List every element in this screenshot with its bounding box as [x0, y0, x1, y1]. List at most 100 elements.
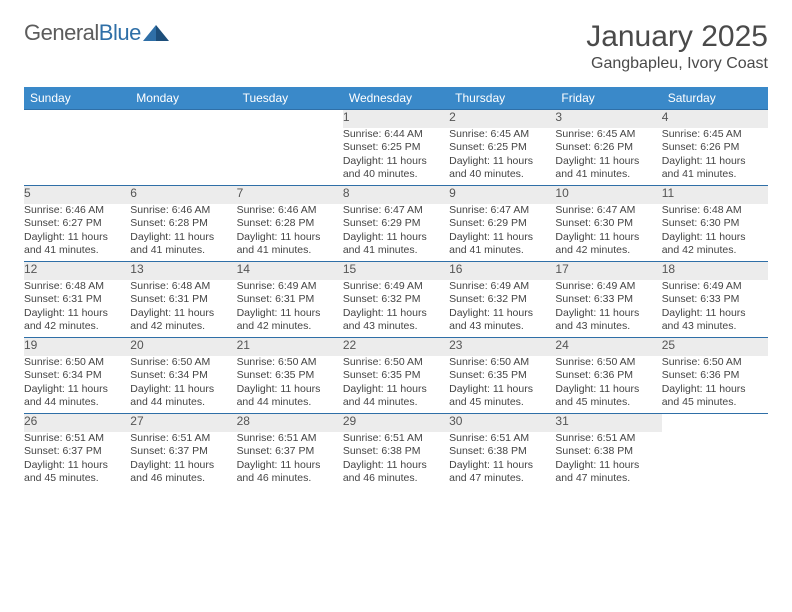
day-ss: Sunset: 6:34 PM [130, 369, 236, 383]
day-number-cell: 29 [343, 414, 449, 432]
day-number-cell [130, 110, 236, 128]
day-dl1: Daylight: 11 hours [343, 231, 449, 245]
location: Gangbapleu, Ivory Coast [586, 55, 768, 73]
day-dl2: and 46 minutes. [130, 472, 236, 486]
day-number-cell [662, 414, 768, 432]
weekday-header: Saturday [662, 87, 768, 110]
day-detail-cell: Sunrise: 6:46 AMSunset: 6:28 PMDaylight:… [130, 204, 236, 262]
day-ss: Sunset: 6:31 PM [24, 293, 130, 307]
logo-text: GeneralBlue [24, 20, 141, 46]
day-sr: Sunrise: 6:44 AM [343, 128, 449, 142]
month-title: January 2025 [586, 20, 768, 53]
day-detail-cell [130, 128, 236, 186]
day-sr: Sunrise: 6:50 AM [237, 356, 343, 370]
day-number-cell: 25 [662, 338, 768, 356]
day-dl1: Daylight: 11 hours [449, 383, 555, 397]
day-dl2: and 47 minutes. [555, 472, 661, 486]
day-detail-cell: Sunrise: 6:51 AMSunset: 6:37 PMDaylight:… [237, 432, 343, 490]
day-sr: Sunrise: 6:48 AM [130, 280, 236, 294]
day-dl1: Daylight: 11 hours [237, 231, 343, 245]
day-dl1: Daylight: 11 hours [130, 231, 236, 245]
day-dl2: and 41 minutes. [555, 168, 661, 182]
day-number-cell: 18 [662, 262, 768, 280]
day-detail-cell: Sunrise: 6:48 AMSunset: 6:30 PMDaylight:… [662, 204, 768, 262]
day-dl2: and 40 minutes. [343, 168, 449, 182]
day-number-row: 262728293031 [24, 414, 768, 432]
day-dl2: and 41 minutes. [662, 168, 768, 182]
day-ss: Sunset: 6:26 PM [662, 141, 768, 155]
day-sr: Sunrise: 6:50 AM [130, 356, 236, 370]
day-dl1: Daylight: 11 hours [449, 459, 555, 473]
day-number-cell: 22 [343, 338, 449, 356]
day-detail-cell: Sunrise: 6:50 AMSunset: 6:36 PMDaylight:… [555, 356, 661, 414]
day-detail-cell: Sunrise: 6:48 AMSunset: 6:31 PMDaylight:… [130, 280, 236, 338]
day-sr: Sunrise: 6:49 AM [555, 280, 661, 294]
day-ss: Sunset: 6:38 PM [343, 445, 449, 459]
day-dl2: and 44 minutes. [237, 396, 343, 410]
day-number-cell: 17 [555, 262, 661, 280]
day-dl1: Daylight: 11 hours [662, 231, 768, 245]
day-dl2: and 45 minutes. [24, 472, 130, 486]
day-dl2: and 42 minutes. [555, 244, 661, 258]
day-sr: Sunrise: 6:49 AM [449, 280, 555, 294]
day-number-cell: 4 [662, 110, 768, 128]
day-sr: Sunrise: 6:51 AM [343, 432, 449, 446]
day-dl2: and 41 minutes. [24, 244, 130, 258]
day-dl1: Daylight: 11 hours [237, 459, 343, 473]
day-sr: Sunrise: 6:47 AM [449, 204, 555, 218]
day-sr: Sunrise: 6:50 AM [343, 356, 449, 370]
day-dl1: Daylight: 11 hours [555, 231, 661, 245]
weekday-header: Thursday [449, 87, 555, 110]
day-sr: Sunrise: 6:45 AM [555, 128, 661, 142]
day-detail-cell: Sunrise: 6:48 AMSunset: 6:31 PMDaylight:… [24, 280, 130, 338]
day-detail-cell: Sunrise: 6:51 AMSunset: 6:38 PMDaylight:… [343, 432, 449, 490]
day-sr: Sunrise: 6:47 AM [343, 204, 449, 218]
day-sr: Sunrise: 6:47 AM [555, 204, 661, 218]
day-dl1: Daylight: 11 hours [130, 459, 236, 473]
day-ss: Sunset: 6:33 PM [662, 293, 768, 307]
day-dl1: Daylight: 11 hours [555, 155, 661, 169]
day-detail-cell: Sunrise: 6:50 AMSunset: 6:35 PMDaylight:… [237, 356, 343, 414]
day-detail-row: Sunrise: 6:48 AMSunset: 6:31 PMDaylight:… [24, 280, 768, 338]
day-dl1: Daylight: 11 hours [130, 307, 236, 321]
day-ss: Sunset: 6:28 PM [237, 217, 343, 231]
day-detail-cell: Sunrise: 6:49 AMSunset: 6:33 PMDaylight:… [662, 280, 768, 338]
day-detail-cell: Sunrise: 6:46 AMSunset: 6:28 PMDaylight:… [237, 204, 343, 262]
day-ss: Sunset: 6:35 PM [449, 369, 555, 383]
day-dl2: and 40 minutes. [449, 168, 555, 182]
day-detail-cell: Sunrise: 6:44 AMSunset: 6:25 PMDaylight:… [343, 128, 449, 186]
day-dl1: Daylight: 11 hours [24, 383, 130, 397]
day-number-cell: 16 [449, 262, 555, 280]
day-dl1: Daylight: 11 hours [555, 307, 661, 321]
day-ss: Sunset: 6:34 PM [24, 369, 130, 383]
day-detail-cell: Sunrise: 6:49 AMSunset: 6:32 PMDaylight:… [449, 280, 555, 338]
day-number-row: 567891011 [24, 186, 768, 204]
day-dl1: Daylight: 11 hours [555, 459, 661, 473]
day-sr: Sunrise: 6:51 AM [555, 432, 661, 446]
day-detail-cell: Sunrise: 6:51 AMSunset: 6:37 PMDaylight:… [130, 432, 236, 490]
day-detail-cell: Sunrise: 6:45 AMSunset: 6:26 PMDaylight:… [662, 128, 768, 186]
day-number-cell: 11 [662, 186, 768, 204]
weekday-header: Tuesday [237, 87, 343, 110]
day-ss: Sunset: 6:31 PM [237, 293, 343, 307]
day-detail-cell: Sunrise: 6:50 AMSunset: 6:36 PMDaylight:… [662, 356, 768, 414]
day-dl2: and 43 minutes. [555, 320, 661, 334]
day-ss: Sunset: 6:38 PM [449, 445, 555, 459]
day-sr: Sunrise: 6:48 AM [24, 280, 130, 294]
day-sr: Sunrise: 6:45 AM [449, 128, 555, 142]
day-sr: Sunrise: 6:49 AM [237, 280, 343, 294]
day-ss: Sunset: 6:37 PM [24, 445, 130, 459]
day-sr: Sunrise: 6:50 AM [555, 356, 661, 370]
day-ss: Sunset: 6:28 PM [130, 217, 236, 231]
day-dl2: and 44 minutes. [24, 396, 130, 410]
day-dl1: Daylight: 11 hours [555, 383, 661, 397]
day-detail-cell: Sunrise: 6:51 AMSunset: 6:38 PMDaylight:… [449, 432, 555, 490]
day-number-cell: 27 [130, 414, 236, 432]
day-number-cell: 13 [130, 262, 236, 280]
day-number-cell: 28 [237, 414, 343, 432]
day-detail-cell: Sunrise: 6:50 AMSunset: 6:34 PMDaylight:… [130, 356, 236, 414]
day-dl1: Daylight: 11 hours [237, 383, 343, 397]
day-dl1: Daylight: 11 hours [449, 231, 555, 245]
day-dl2: and 41 minutes. [343, 244, 449, 258]
day-dl2: and 44 minutes. [130, 396, 236, 410]
